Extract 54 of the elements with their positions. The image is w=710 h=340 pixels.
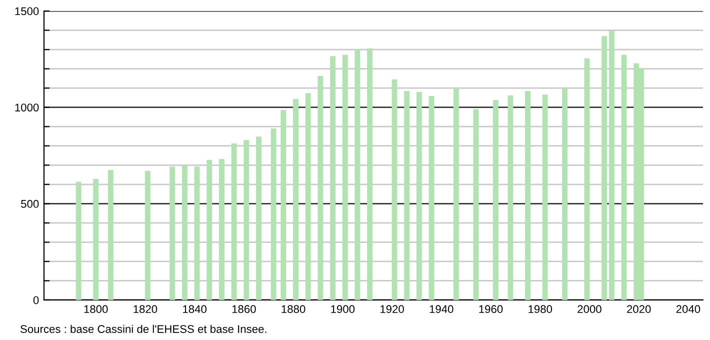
bar (473, 109, 479, 300)
bar (93, 179, 99, 300)
bar (492, 100, 498, 300)
bar (280, 110, 286, 300)
bar (392, 79, 398, 300)
bar (542, 94, 548, 300)
bar (354, 49, 360, 300)
bar (525, 90, 530, 300)
x-tick-label: 1860 (232, 305, 256, 314)
x-tick-label: 1980 (528, 305, 552, 314)
y-tick-label: 1500 (15, 7, 39, 16)
bar (608, 30, 614, 300)
bar (170, 166, 176, 300)
y-tick-label: 500 (21, 200, 39, 208)
bar (218, 158, 224, 300)
x-tick-label: 1940 (430, 305, 454, 314)
x-tick-label: 2040 (676, 305, 700, 314)
x-tick-label: 1920 (380, 305, 404, 314)
bar (562, 88, 568, 300)
x-tick-label: 2020 (627, 305, 651, 314)
y-tick-label: 1000 (15, 104, 39, 112)
source-note: Sources : base Cassini de l'EHESS et base Insee. (20, 324, 266, 333)
x-tick-label: 1960 (479, 305, 503, 314)
x-tick-label: 1800 (84, 305, 108, 314)
bar (428, 96, 434, 300)
bar (293, 99, 298, 300)
bar (182, 164, 188, 300)
bar (404, 90, 410, 300)
bar (367, 48, 373, 300)
bar (144, 170, 150, 300)
bar (621, 54, 627, 300)
bar (330, 56, 336, 300)
x-tick-label: 1840 (183, 305, 206, 314)
bar (231, 143, 237, 300)
bar (602, 36, 607, 300)
bar (256, 136, 262, 300)
bar (76, 182, 82, 300)
bar (508, 95, 514, 300)
bar (194, 166, 200, 300)
bar (453, 88, 459, 300)
bar (416, 92, 422, 300)
bar (342, 54, 348, 300)
x-tick-label: 1820 (134, 305, 158, 314)
bar (206, 160, 212, 300)
bar (244, 140, 250, 300)
bar (305, 93, 311, 300)
x-tick-label: 1880 (282, 305, 306, 314)
x-tick-label: 2000 (578, 305, 602, 314)
bar (318, 76, 324, 300)
x-tick-label: 1900 (331, 305, 355, 314)
bar (584, 58, 590, 300)
bar (108, 170, 114, 300)
y-tick-label: 0 (33, 296, 39, 304)
bar (270, 128, 276, 300)
